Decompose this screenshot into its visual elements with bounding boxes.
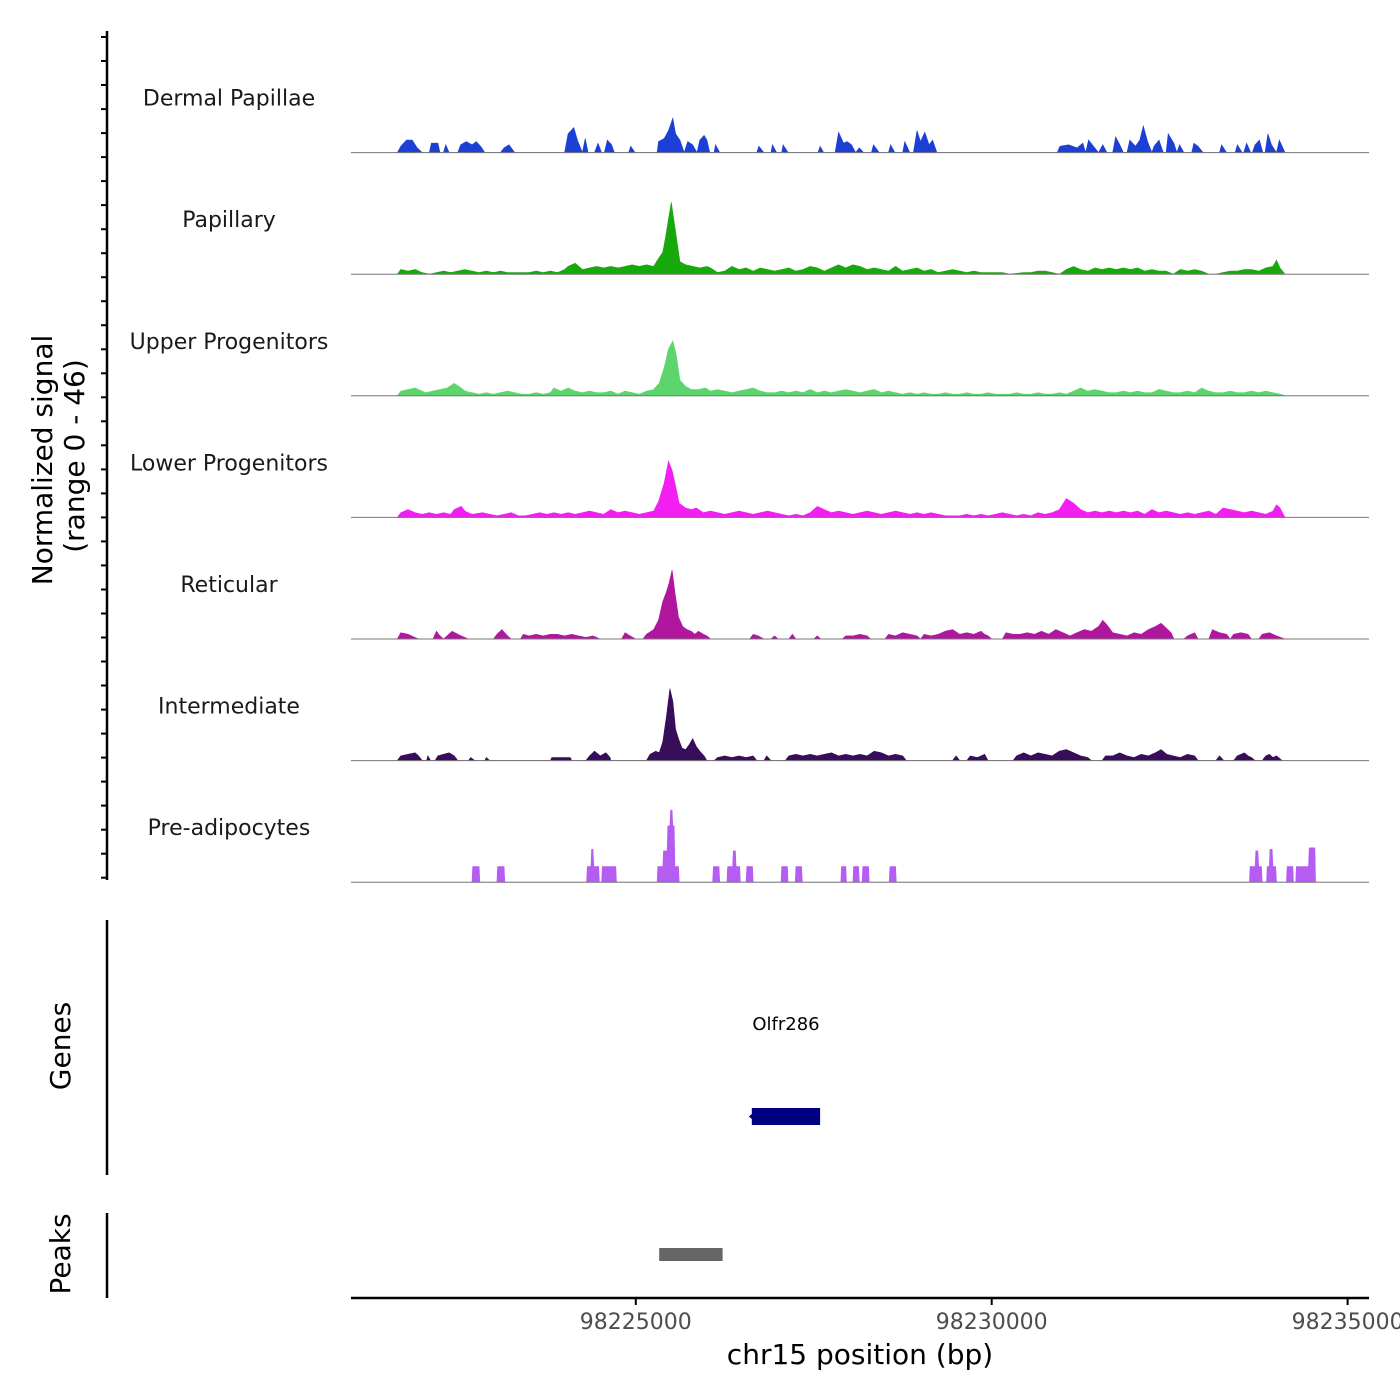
coverage-area-upper-progenitors <box>396 340 1286 397</box>
genes-track: Olfr286 <box>748 1014 821 1125</box>
signal-tracks: Dermal Papillae Papillary Upper Progenitor… <box>130 87 1369 883</box>
signal-y-axis-subtitle: (range 0 - 46) <box>58 359 91 553</box>
track-pre-adipocytes: Pre-adipocytes <box>148 809 1369 883</box>
gene-label: Olfr286 <box>752 1014 819 1035</box>
x-tick-label: 98230000 <box>936 1310 1048 1335</box>
track-label-upper-progenitors: Upper Progenitors <box>130 330 329 355</box>
signal-y-axis-ticks <box>101 36 107 879</box>
track-lower-progenitors: Lower Progenitors <box>130 451 1369 518</box>
peaks-track <box>659 1248 723 1261</box>
x-tick-label: 98225000 <box>580 1310 692 1335</box>
track-label-papillary: Papillary <box>182 208 276 233</box>
x-tick-label: 98235000 <box>1292 1310 1400 1335</box>
track-label-intermediate: Intermediate <box>158 695 300 720</box>
x-axis-ticks: 98225000 98230000 98235000 <box>580 1298 1400 1335</box>
coverage-area-papillary <box>396 202 1286 275</box>
track-intermediate: Intermediate <box>158 688 1369 762</box>
track-upper-progenitors: Upper Progenitors <box>130 330 1369 397</box>
coverage-area-pre-adipocytes <box>471 809 1316 883</box>
track-reticular: Reticular <box>180 570 1369 640</box>
coverage-area-reticular <box>396 570 1286 640</box>
x-axis-title: chr15 position (bp) <box>727 1338 993 1371</box>
peaks-track-title: Peaks <box>44 1213 77 1294</box>
genes-track-title: Genes <box>44 1002 77 1090</box>
coverage-area-lower-progenitors <box>396 460 1286 518</box>
coverage-area-dermal-papillae <box>396 117 1286 154</box>
track-label-lower-progenitors: Lower Progenitors <box>130 451 328 476</box>
track-label-pre-adipocytes: Pre-adipocytes <box>148 816 311 841</box>
signal-y-axis-title: Normalized signal <box>26 335 59 586</box>
gene-strand-arrow <box>748 1110 757 1123</box>
gene-body <box>751 1108 821 1125</box>
peak-region <box>659 1248 723 1261</box>
coverage-area-intermediate <box>396 688 1283 761</box>
track-dermal-papillae: Dermal Papillae <box>143 87 1369 154</box>
track-label-reticular: Reticular <box>180 573 278 598</box>
track-label-dermal-papillae: Dermal Papillae <box>143 87 315 112</box>
track-papillary: Papillary <box>182 202 1369 275</box>
